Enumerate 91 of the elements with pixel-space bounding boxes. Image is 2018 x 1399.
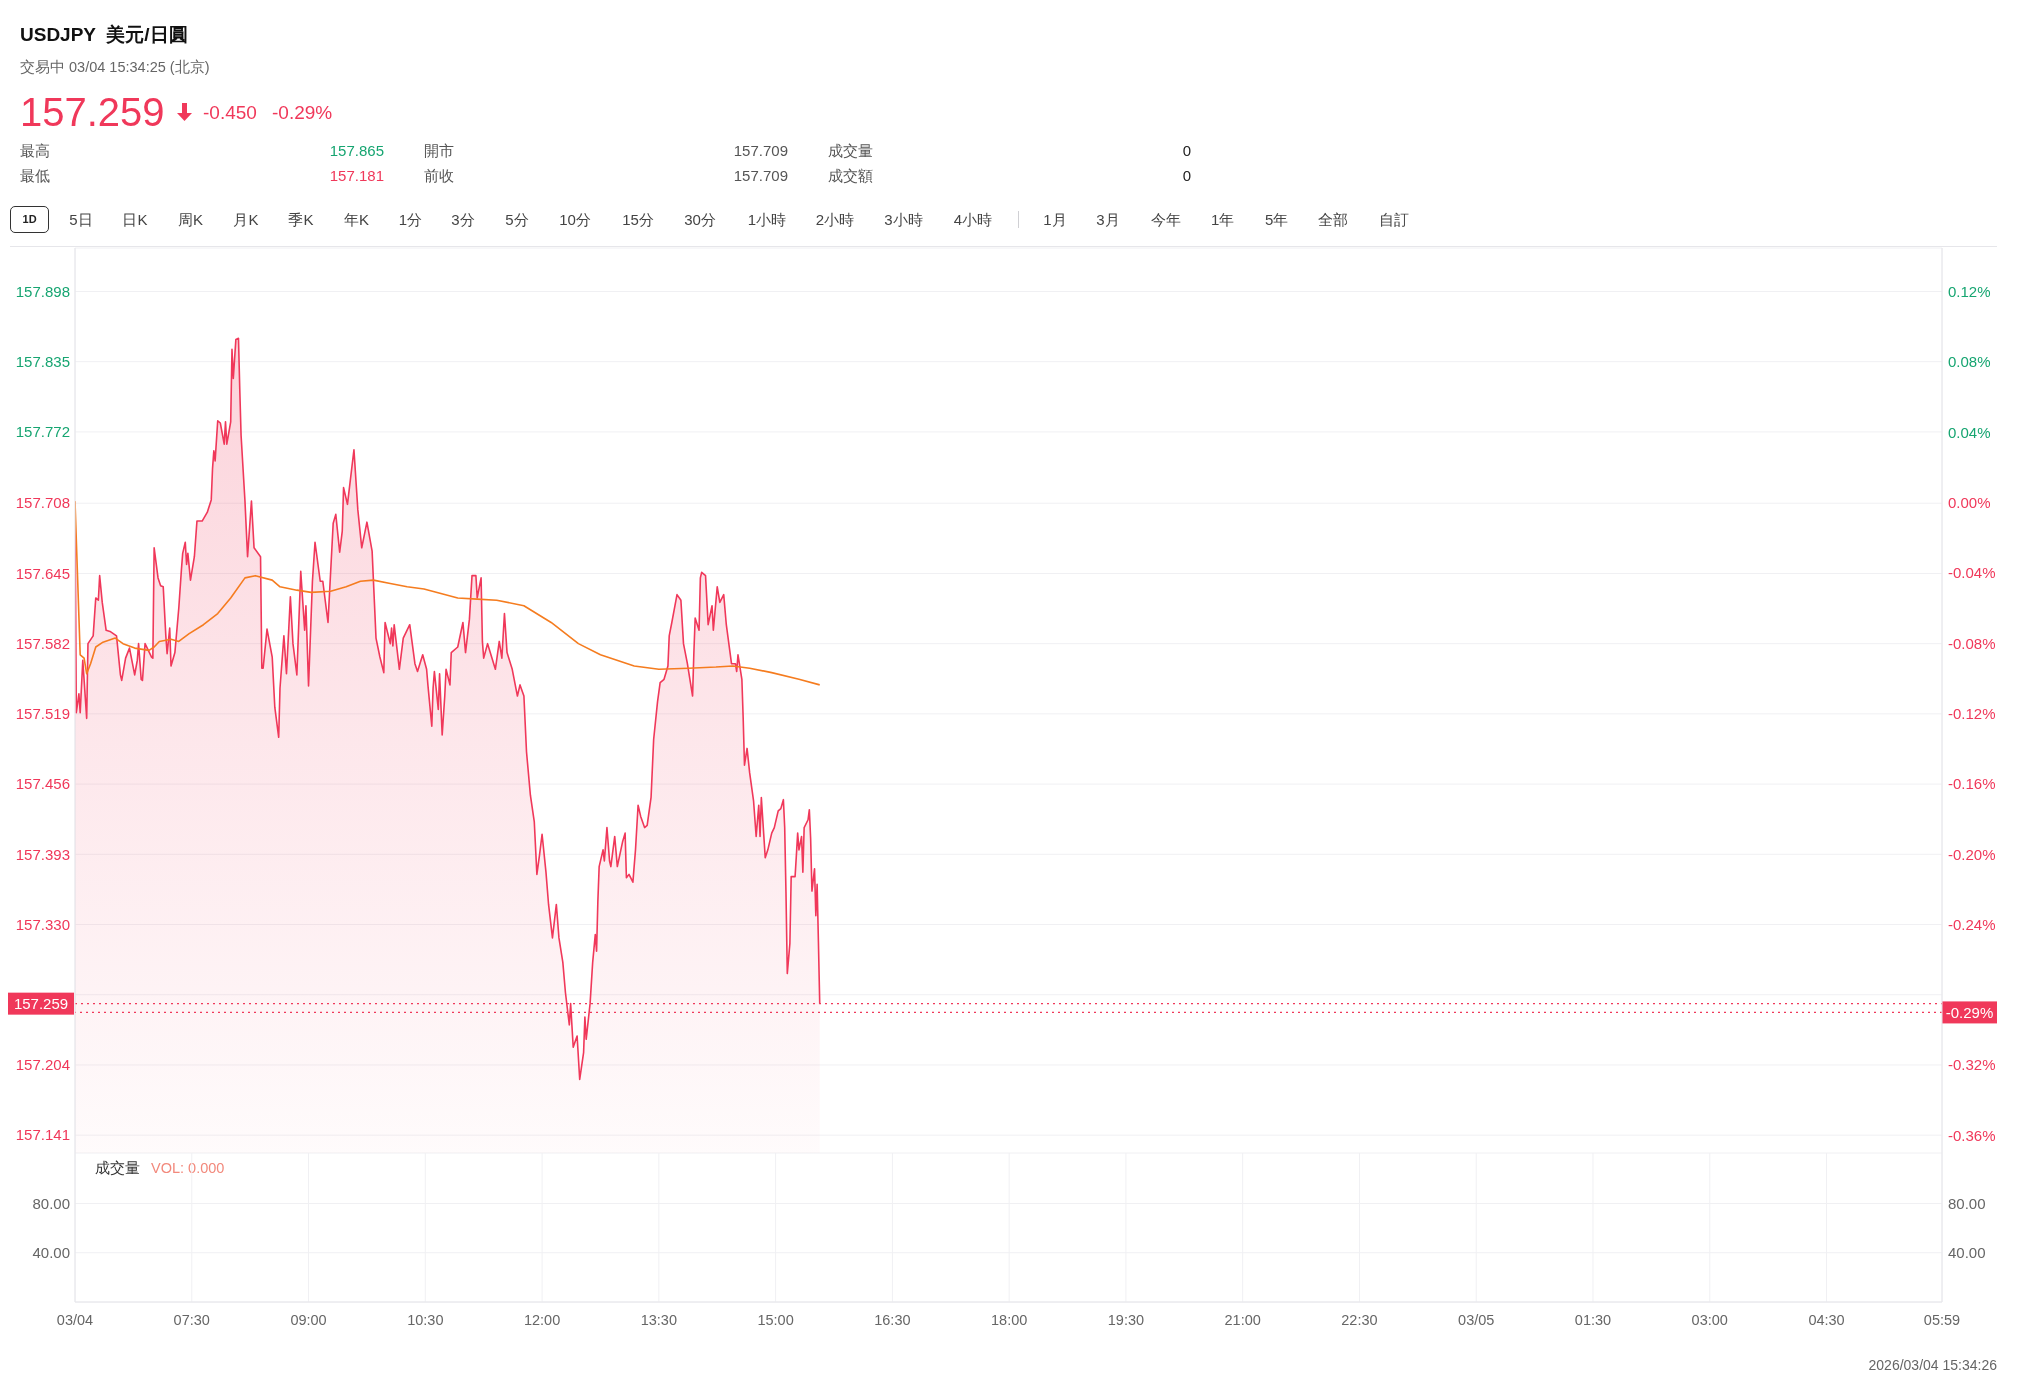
y2-tick-label: 80.00	[1948, 1194, 1986, 1212]
text: 月K	[233, 210, 259, 229]
y-tick-label: 157.708	[15, 494, 70, 512]
y2-tick-label: 0.00%	[1948, 494, 1991, 512]
text: 157.181	[329, 167, 384, 185]
x-tick-label: 01:30	[1574, 1312, 1612, 1329]
text: 10分	[559, 210, 591, 229]
text: -0.29%	[272, 101, 333, 125]
x-tick-label: 19:30	[1107, 1312, 1145, 1329]
x-tick-label: 18:00	[991, 1312, 1028, 1329]
y2-tick-label: -0.24%	[1948, 915, 1996, 933]
text: 3小時	[884, 210, 923, 229]
y-tick-label: 157.519	[15, 705, 70, 723]
text: 3分	[451, 210, 475, 229]
y2-tick-label: 40.00	[1948, 1243, 1986, 1261]
text: 前收	[424, 167, 454, 185]
y-tick-label: 157.835	[15, 352, 70, 370]
x-tick-label: 07:30	[173, 1312, 210, 1329]
x-tick-label: 16:30	[874, 1312, 911, 1329]
chart-title: USDJPY 美元/日圓	[20, 23, 188, 47]
text: 0	[1182, 167, 1191, 185]
y2-tick-label: -0.20%	[1948, 845, 1996, 863]
y-tick-label: 157.645	[15, 564, 70, 582]
x-tick-label: 04:30	[1808, 1312, 1845, 1329]
y-tick-label: 157.456	[15, 775, 70, 793]
y2-tick-label: -0.36%	[1948, 1126, 1996, 1144]
text: 4小時	[953, 210, 993, 229]
y2-tick-label: -0.32%	[1948, 1056, 1996, 1074]
x-tick-label: 03/04	[56, 1312, 94, 1329]
text: 最高	[20, 142, 50, 160]
x-tick-label: 09:00	[290, 1312, 327, 1329]
text: 開市	[424, 142, 454, 160]
y-tick-label: 157.898	[15, 282, 70, 300]
text: 15分	[622, 210, 654, 229]
y-tick-label: 157.141	[15, 1126, 70, 1144]
x-tick-label: 12:00	[523, 1312, 561, 1329]
text: 成交額	[828, 167, 873, 185]
text: 2小時	[815, 210, 855, 229]
text: 1年	[1210, 210, 1235, 229]
ref-line-label: -0.29%	[1945, 1003, 1994, 1021]
text: 157.865	[329, 142, 384, 160]
y2-tick-label: 0.04%	[1948, 423, 1991, 441]
text: 季K	[288, 210, 314, 229]
y2-tick-label: 0.12%	[1948, 283, 1991, 301]
annotation: VOL: 0.000	[151, 1160, 225, 1178]
text: 日K	[122, 210, 148, 229]
text: 5分	[505, 210, 529, 229]
x-tick-label: 22:30	[1341, 1312, 1378, 1329]
y2-tick-label: -0.16%	[1948, 775, 1996, 793]
text: 1分	[398, 210, 423, 229]
text: 1月	[1043, 210, 1067, 229]
text: 1小時	[747, 210, 787, 229]
text: 周K	[177, 210, 204, 229]
text: 今年	[1151, 210, 1181, 229]
text: 2026/03/04 15:34:26	[1868, 1356, 1997, 1374]
x-tick-label: 03/05	[1458, 1312, 1495, 1329]
y-tick-label: 157.204	[15, 1056, 70, 1074]
x-tick-label: 10:30	[407, 1312, 444, 1329]
x-tick-label: 05:59	[1923, 1312, 1961, 1329]
text: 成交量	[828, 142, 873, 160]
text: 5日	[69, 210, 93, 229]
text: 3月	[1096, 210, 1120, 229]
y-tick-label: 157.582	[15, 634, 70, 652]
text: -0.450	[203, 101, 257, 125]
text: 最低	[20, 167, 50, 185]
text: 157.259	[20, 89, 165, 136]
y2-tick-label: -0.12%	[1948, 704, 1996, 722]
text: 全部	[1318, 210, 1348, 229]
x-tick-label: 03:00	[1691, 1312, 1728, 1329]
text: 成交量	[95, 1160, 140, 1178]
text: 157.709	[733, 142, 788, 160]
y-tick-label: 80.00	[32, 1194, 70, 1212]
x-tick-label: 21:00	[1224, 1312, 1261, 1329]
text: 157.709	[733, 167, 788, 185]
y-tick-label: 157.330	[15, 915, 70, 933]
text: 5年	[1265, 210, 1289, 229]
text: 30分	[684, 210, 716, 229]
text: 自訂	[1379, 210, 1409, 229]
chart-subtitle: 交易中 03/04 15:34:25 (北京)	[20, 59, 210, 77]
y2-tick-label: -0.08%	[1948, 634, 1996, 652]
y2-tick-label: 0.08%	[1948, 353, 1991, 371]
text: 1D	[22, 212, 37, 227]
text: 年K	[343, 210, 370, 229]
y2-tick-label: -0.04%	[1948, 564, 1996, 582]
x-tick-label: 15:00	[757, 1312, 794, 1329]
x-tick-label: 13:30	[640, 1312, 677, 1329]
y-tick-label: 157.772	[15, 423, 70, 441]
text: 0	[1182, 142, 1191, 160]
y-tick-label: 40.00	[32, 1243, 70, 1261]
y-tick-label: 157.393	[15, 845, 70, 863]
ref-line-label: 157.259	[13, 994, 69, 1012]
